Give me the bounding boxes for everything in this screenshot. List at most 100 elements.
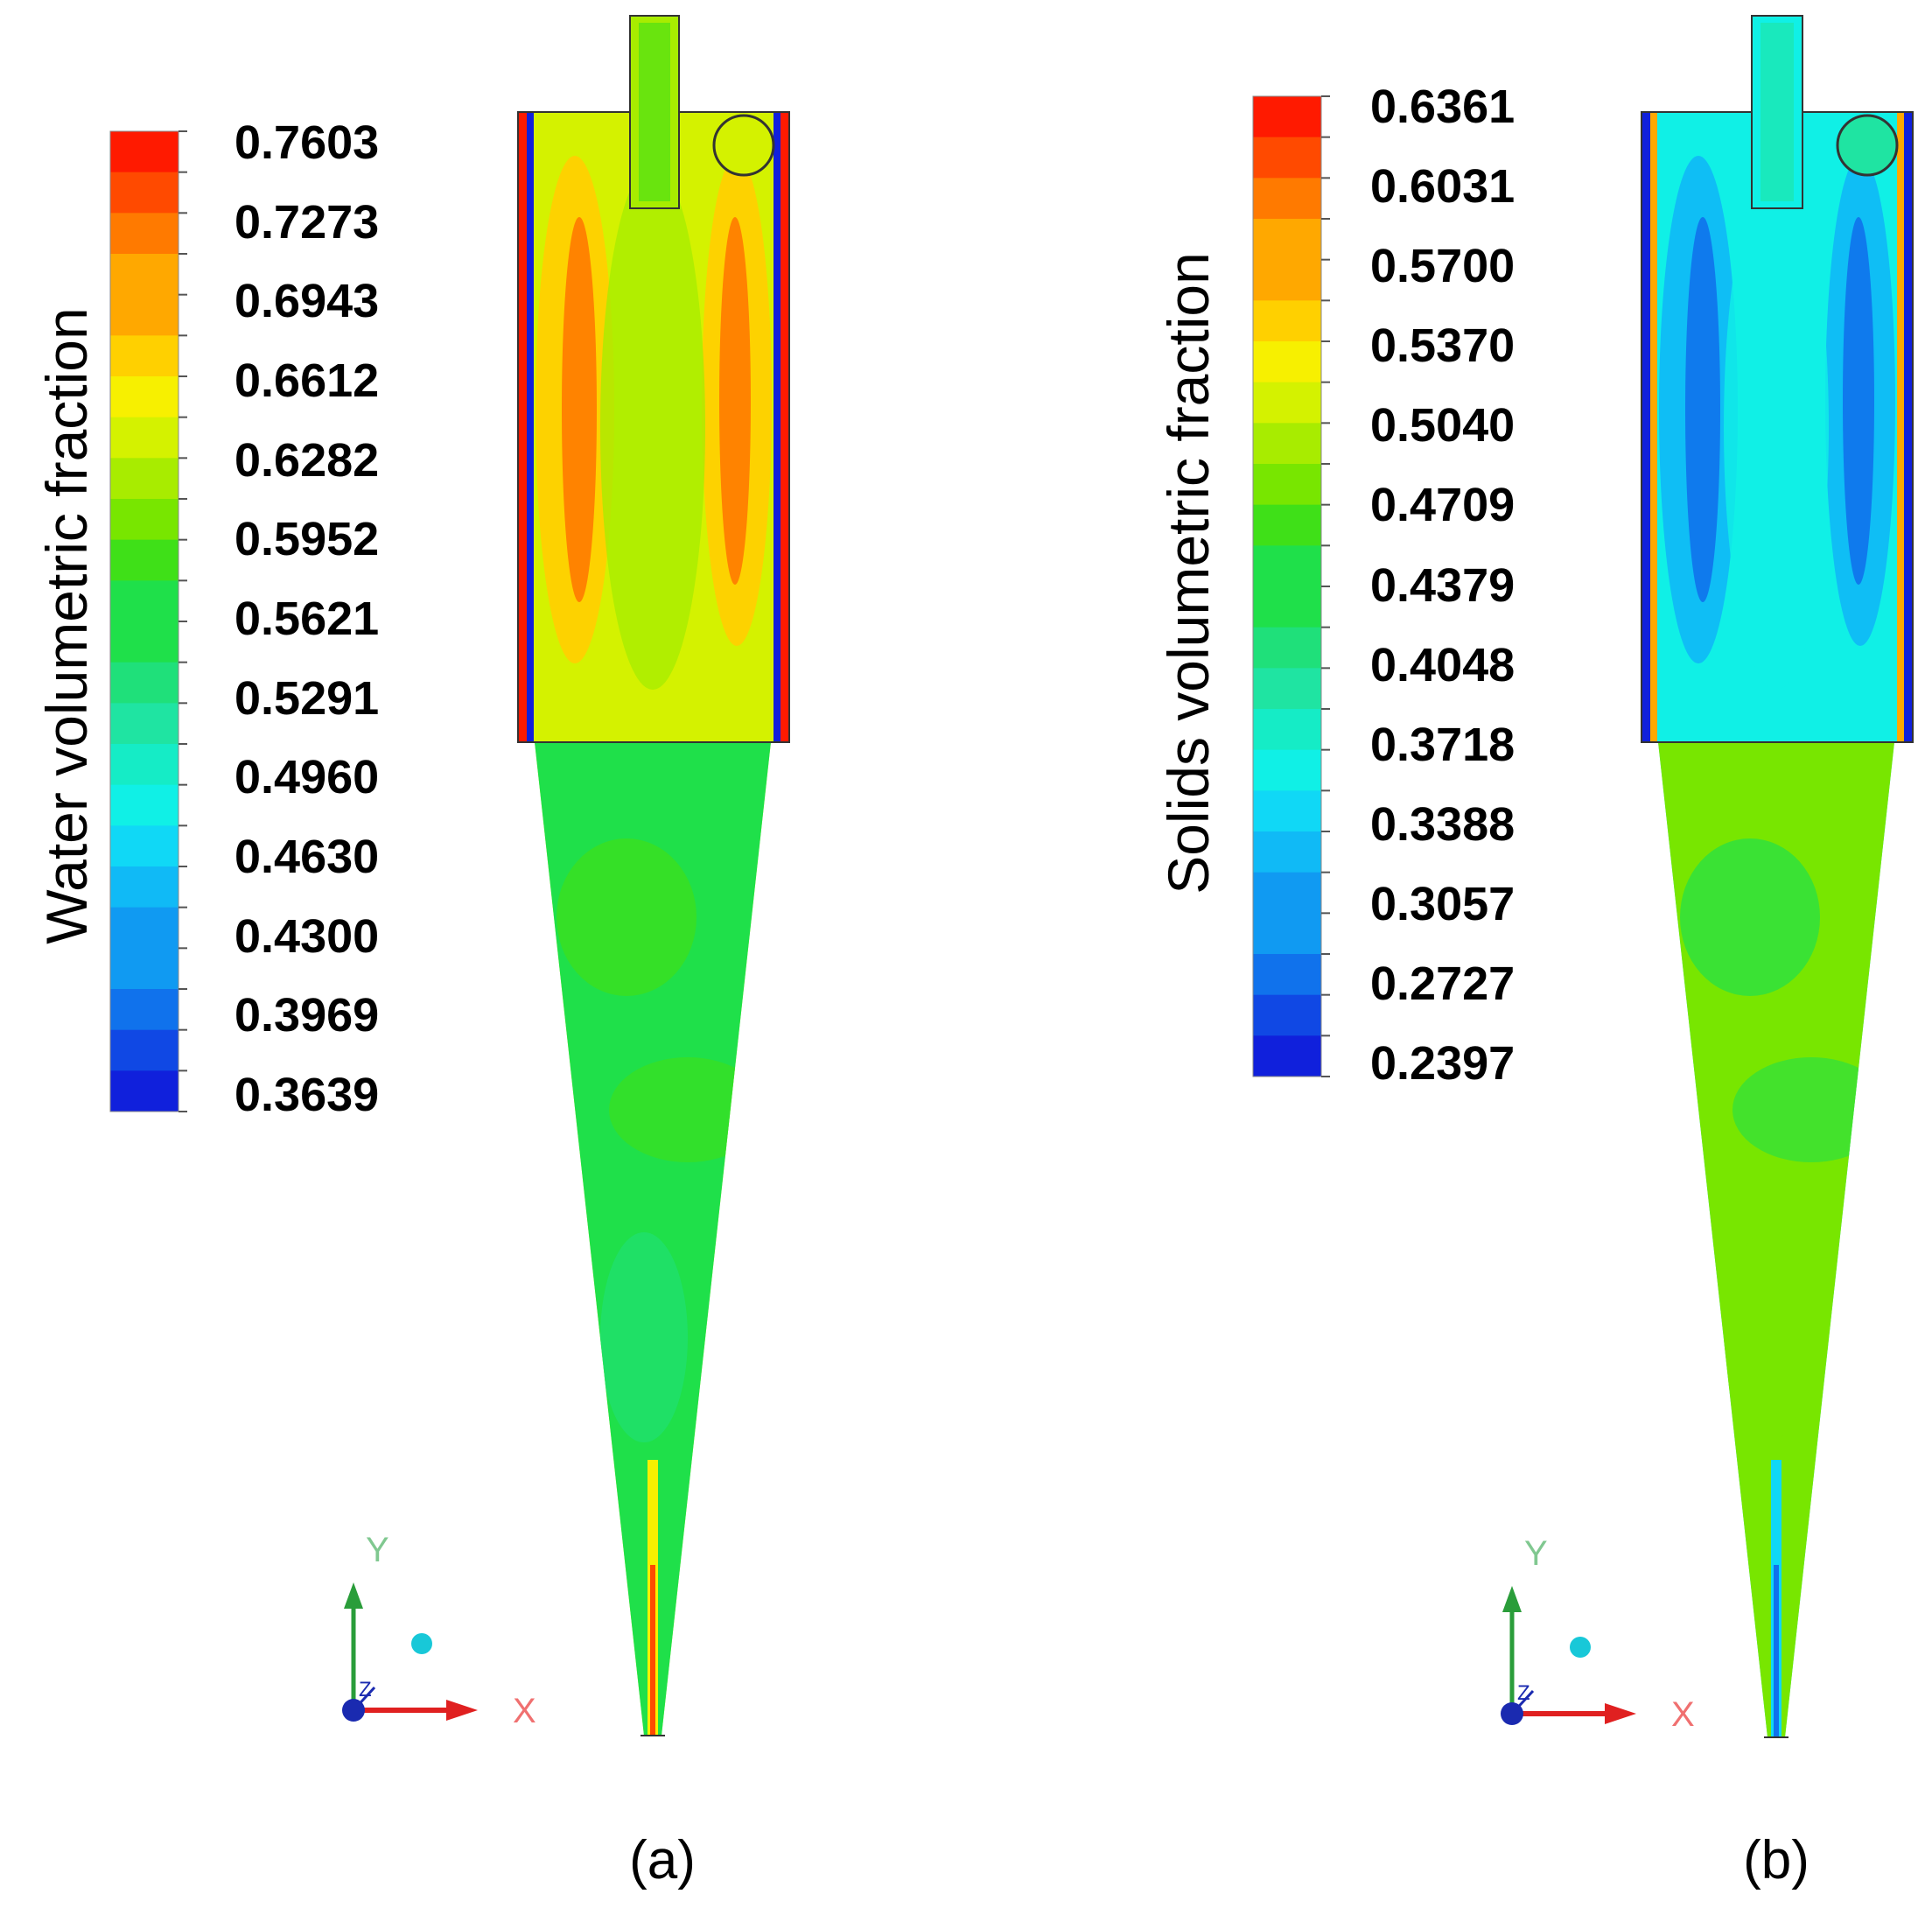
colorbar-band: [110, 539, 178, 581]
cylinder-outline: [517, 111, 790, 743]
cone-patch: [556, 838, 696, 996]
vortex-core: [562, 217, 597, 602]
panel-water-fraction: Y X Z Water volumetric fraction 0.7603 0.72…: [34, 15, 790, 1890]
vortex-core: [1843, 217, 1874, 585]
vortex-core: [1685, 217, 1720, 602]
colorbar-band: [110, 948, 178, 990]
colorbar-tick-label: 0.6943: [234, 275, 380, 328]
colorbar-tick-label: 0.2727: [1370, 957, 1516, 1010]
colorbar-band: [1253, 178, 1321, 220]
core-streak: [1774, 1565, 1779, 1737]
x-axis-arrowhead: [446, 1700, 478, 1721]
colorbar-band: [110, 213, 178, 255]
colorbar-tick-label: 0.6282: [234, 433, 380, 487]
colorbar-tick-label: 0.6612: [234, 354, 380, 407]
colorbar-band: [1253, 96, 1321, 138]
colorbar-tick-label: 0.7603: [234, 116, 380, 169]
colorbar-tick-label: 0.5291: [234, 671, 380, 725]
colorbar-tick-label: 0.4630: [234, 831, 380, 883]
colorbar-band: [1253, 1035, 1321, 1077]
vortex-core: [719, 217, 751, 585]
colorbar-band: [110, 907, 178, 949]
colorbar-band: [1253, 872, 1321, 914]
colorbar-band: [110, 376, 178, 418]
colorbar-band: [1253, 464, 1321, 506]
colorbar-band: [1253, 831, 1321, 873]
central-column: [1724, 165, 1829, 690]
colorbar-band: [110, 866, 178, 908]
wall-layer: [780, 112, 789, 742]
wall-layer: [1897, 112, 1904, 742]
wall-layer: [1642, 112, 1650, 742]
x-axis-label: X: [1671, 1695, 1695, 1734]
colorbar-band: [1253, 382, 1321, 424]
y-axis-label: Y: [366, 1531, 389, 1569]
colorbar-tick-label: 0.6031: [1370, 160, 1516, 214]
x-axis-label: X: [513, 1692, 536, 1730]
colorbar-band: [110, 294, 178, 336]
colorbar-band: [1253, 341, 1321, 383]
colorbar-tick-label: 0.5952: [234, 513, 380, 566]
colorbar-band: [110, 172, 178, 214]
cylinder-outline: [1641, 111, 1914, 743]
colorbar-band: [110, 254, 178, 296]
colorbar-band: [1253, 954, 1321, 996]
cyclone-contour: [518, 112, 789, 1736]
cone-patch: [609, 1057, 766, 1162]
z-axis-origin: [1501, 1702, 1523, 1725]
colorbar-tick-label: 0.4960: [234, 751, 380, 804]
z-axis-label: Z: [1517, 1681, 1530, 1705]
panel-caption: (b): [1743, 1830, 1810, 1890]
colorbar-tick-label: 0.4300: [234, 909, 380, 963]
colorbar-band: [110, 499, 178, 541]
overflow-outlet-core: [639, 23, 670, 201]
colorbar-band: [1253, 219, 1321, 261]
central-column: [600, 165, 705, 690]
feed-inlet: [1836, 114, 1899, 177]
x-axis-arrowhead: [1605, 1703, 1636, 1724]
wall-layer: [527, 112, 534, 742]
wall-layer: [774, 112, 780, 742]
view-indicator-dot: [1570, 1637, 1591, 1658]
colorbar-tick-label: 0.4379: [1370, 558, 1516, 612]
colorbar-tick-label: 0.5040: [1370, 399, 1516, 452]
contour-canvas-a: Y X Z: [109, 15, 790, 1736]
colorbar-band: [110, 621, 178, 663]
colorbar-tick-label: 0.4709: [1370, 479, 1516, 532]
panel-solids-fraction: Y X Z Solids volumetric fraction 0.6361 0.6…: [966, 0, 1932, 1922]
feed-inlet: [712, 114, 775, 177]
colorbar-band: [1253, 137, 1321, 179]
colorbar-band: [1253, 586, 1321, 628]
colorbar-band: [1253, 259, 1321, 301]
colorbar-band: [110, 458, 178, 500]
colorbar-band: [110, 417, 178, 459]
colorbar-band: [1253, 749, 1321, 791]
contour-canvas-b: Y X Z: [1252, 15, 1914, 1738]
colorbar-band: [1253, 300, 1321, 342]
z-axis-label: Z: [359, 1678, 372, 1701]
view-indicator-dot: [411, 1633, 432, 1654]
wall-layer: [1904, 112, 1913, 742]
colorbar-tick-label: 0.4048: [1370, 638, 1516, 691]
colorbar-band: [110, 1029, 178, 1071]
core-streak: [650, 1565, 655, 1736]
colorbar-tick-label: 0.3057: [1370, 877, 1516, 930]
z-axis-origin: [342, 1699, 365, 1722]
colorbar-tick-label: 0.3388: [1370, 797, 1516, 851]
colorbar-tick-label: 0.5700: [1370, 240, 1516, 293]
colorbar-band: [1253, 913, 1321, 955]
colorbar-band: [110, 744, 178, 786]
overflow-outlet-core: [1760, 23, 1794, 201]
colorbar-tick-label: 0.5370: [1370, 319, 1516, 373]
cyclone-contour: [1642, 112, 1913, 1737]
colorbar-tick-label: 0.3718: [1370, 718, 1516, 771]
colorbar-tick-label: 0.5621: [234, 593, 380, 645]
colorbar-band: [1253, 627, 1321, 669]
colorbar-band: [110, 1070, 178, 1112]
colorbar-band: [110, 703, 178, 745]
y-axis-label: Y: [1524, 1534, 1548, 1573]
colorbar-band: [1253, 668, 1321, 710]
wall-layer: [518, 112, 527, 742]
panel-caption: (a): [629, 1830, 696, 1890]
colorbar-band: [110, 825, 178, 867]
